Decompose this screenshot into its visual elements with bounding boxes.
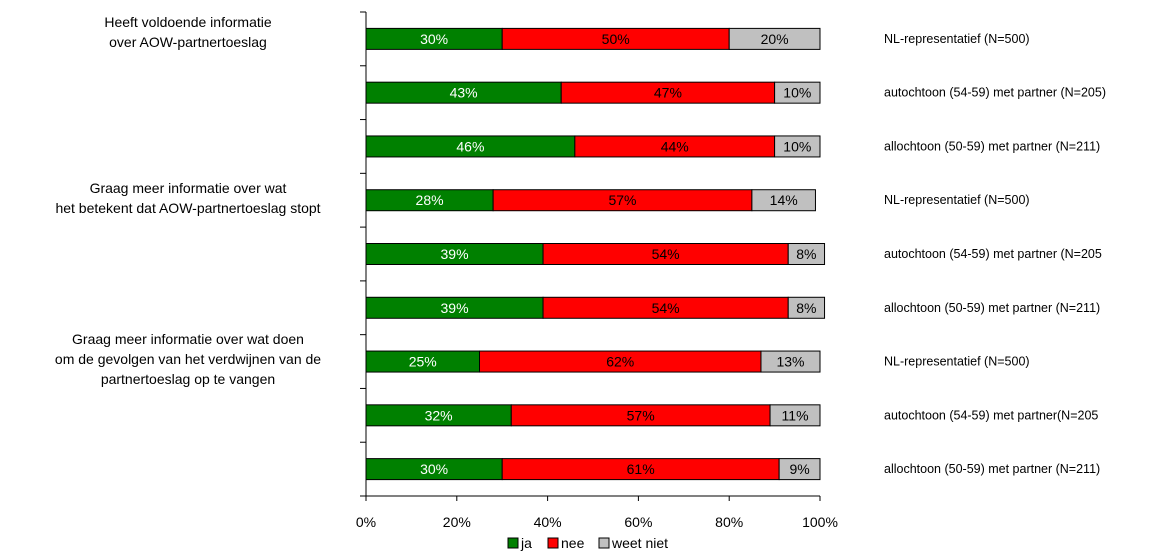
data-label: 61% [627,461,655,477]
data-label: 25% [409,354,437,370]
question-label-line: om de gevolgen van het verdwijnen van de [55,351,321,367]
data-label: 43% [450,85,478,101]
data-label: 50% [602,31,630,47]
x-tick-label: 60% [624,514,652,530]
legend-label: weet niet [611,535,668,551]
data-label: 28% [416,192,444,208]
data-label: 46% [456,138,484,154]
question-label: Heeft voldoende informatie over AOW-partn… [104,14,272,50]
group-label: allochtoon (50-59) met partner (N=211) [884,462,1100,476]
data-label: 30% [420,461,448,477]
bar-segment-weet-niet [787,296,826,319]
bar-rows: 30% 50% 20% 43% 47% 10% 46% 44% 10% 28% 57% 14% 39% 5… [365,27,826,481]
data-label: 8% [796,246,816,262]
legend-item: weet niet [598,535,668,551]
group-label: NL-representatief (N=500) [884,32,1030,46]
data-label: 47% [654,85,682,101]
bar-segment-weet-niet [751,189,816,212]
legend-item: ja [507,535,532,551]
bar-row: 46% 44% 10% [365,135,821,158]
bar-segment-weet-niet [769,404,821,427]
bar-segment-weet-niet [787,243,826,265]
data-label: 30% [420,31,448,47]
group-labels: NL-representatief (N=500) autochtoon (54-… [884,32,1106,476]
x-tick-labels: 0% 20% 40% 60% 80% 100% [356,514,838,530]
data-label: 39% [441,246,469,262]
group-label: autochtoon (54-59) met partner(N=205 [884,408,1098,422]
group-label: NL-representatief (N=500) [884,355,1030,369]
legend: ja nee weet niet [507,535,668,551]
bar-segment-weet-niet [778,458,821,481]
question-labels: Heeft voldoende informatie over AOW-partn… [55,14,321,387]
legend-swatch [507,537,519,549]
group-label: autochtoon (54-59) met partner (N=205 [884,247,1102,261]
data-label: 62% [606,354,634,370]
data-label: 10% [783,85,811,101]
bar-row: 30% 61% 9% [365,458,821,481]
bar-segment-weet-niet [774,81,821,104]
data-label: 8% [796,300,816,316]
legend-label: nee [561,535,585,551]
question-label: Graag meer informatie over wat doen om de… [55,331,321,387]
data-label: 13% [776,354,804,370]
data-label: 44% [661,138,689,154]
bar-row: 28% 57% 14% [365,189,816,212]
x-tick-label: 0% [356,514,376,530]
legend-swatch [547,537,559,549]
bar-row: 39% 54% 8% [365,296,826,319]
legend-item: nee [547,535,585,551]
bar-segment-weet-niet [728,27,821,50]
x-tick-label: 80% [715,514,743,530]
bar-row: 39% 54% 8% [365,243,826,265]
bar-row: 32% 57% 11% [365,404,821,427]
data-label: 57% [627,407,655,423]
x-tick-label: 40% [534,514,562,530]
legend-label: ja [520,535,532,551]
bar-segment-weet-niet [760,350,821,373]
question-label: Graag meer informatie over wat het beteke… [55,180,320,216]
data-label: 20% [761,31,789,47]
data-label: 32% [425,407,453,423]
data-label: 39% [441,300,469,316]
group-label: autochtoon (54-59) met partner (N=205) [884,86,1106,100]
question-label-line: Graag meer informatie over wat doen [72,331,304,347]
data-label: 9% [789,461,809,477]
question-label-line: partnertoeslag op te vangen [101,371,275,387]
bar-row: 43% 47% 10% [365,81,821,104]
data-label: 57% [608,192,636,208]
data-label: 14% [770,192,798,208]
data-label: 11% [782,407,809,423]
bar-row: 25% 62% 13% [365,350,821,373]
data-label: 54% [652,300,680,316]
bar-row: 30% 50% 20% [365,27,821,50]
group-label: allochtoon (50-59) met partner (N=211) [884,139,1100,153]
group-label: allochtoon (50-59) met partner (N=211) [884,301,1100,315]
question-label-line: het betekent dat AOW-partnertoeslag stop… [55,200,320,216]
question-label-line: Heeft voldoende informatie [104,14,272,30]
legend-swatch [598,537,610,549]
x-tick-label: 20% [443,514,471,530]
data-label: 10% [783,138,811,154]
question-label-line: Graag meer informatie over wat [90,180,287,196]
x-tick-label: 100% [802,514,838,530]
data-label: 54% [652,246,680,262]
group-label: NL-representatief (N=500) [884,193,1030,207]
bar-segment-weet-niet [774,135,821,158]
question-label-line: over AOW-partnertoeslag [109,34,267,50]
